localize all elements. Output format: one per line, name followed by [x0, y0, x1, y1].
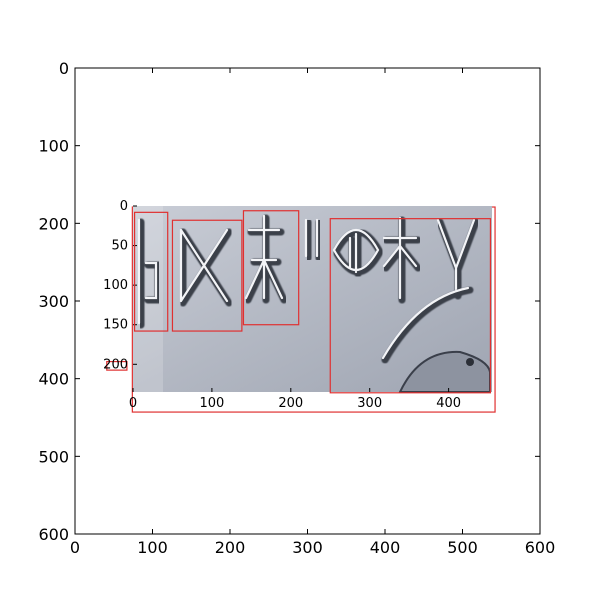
seal-sign-5: [332, 228, 384, 278]
inset-xtick-label: 300: [357, 396, 382, 411]
outer-xtick-label: 600: [525, 538, 556, 557]
outer-xtick-label: 200: [215, 538, 246, 557]
inset-bounding-box-3: [242, 210, 300, 326]
inset-ytick-label: 0: [120, 199, 128, 214]
seal-sign-1: [137, 218, 162, 329]
inset-xtick-label: 200: [278, 396, 303, 411]
inset-ytick-label: 150: [103, 318, 128, 333]
outer-ytick-label: 400: [38, 370, 69, 389]
inset-xtick-label: 100: [199, 396, 224, 411]
inset-bounding-box-1: [133, 211, 169, 332]
inset-ytick-label: 50: [111, 239, 128, 254]
outer-xtick-label: 300: [292, 538, 323, 557]
seal-animal-horn: [381, 286, 474, 364]
outer-xtick-label: 500: [447, 538, 478, 557]
inset-bounding-box-4: [329, 218, 492, 394]
seal-animal-head: [398, 350, 491, 393]
outer-xtick-label: 100: [137, 538, 168, 557]
seal-sign-2: [179, 228, 233, 307]
inset-bounding-box-2: [171, 219, 243, 332]
inset-ytick-label: 100: [103, 278, 128, 293]
outer-ytick-label: 0: [59, 59, 69, 78]
seal-sign-3: [244, 214, 288, 304]
outer-ytick-label: 300: [38, 292, 69, 311]
outer-ytick-label: 100: [38, 137, 69, 156]
outer-xtick-label: 0: [70, 538, 80, 557]
seal-sign-6: [382, 216, 422, 304]
inset-ytick-label: 200: [103, 357, 128, 372]
seal-sign-7: [436, 218, 480, 300]
outer-ytick-label: 600: [38, 525, 69, 544]
inset-image-axes: 0 100 200 300 400 0 50 100 150 200: [103, 199, 492, 411]
outer-xtick-label: 400: [370, 538, 401, 557]
outer-ytick-label: 500: [38, 447, 69, 466]
outer-ytick-label: 200: [38, 214, 69, 233]
outer-bounding-box-2: [106, 360, 128, 371]
inset-xtick-label: 400: [436, 396, 461, 411]
inset-xtick-label: 0: [129, 396, 137, 411]
seal-sign-4: [304, 218, 323, 262]
